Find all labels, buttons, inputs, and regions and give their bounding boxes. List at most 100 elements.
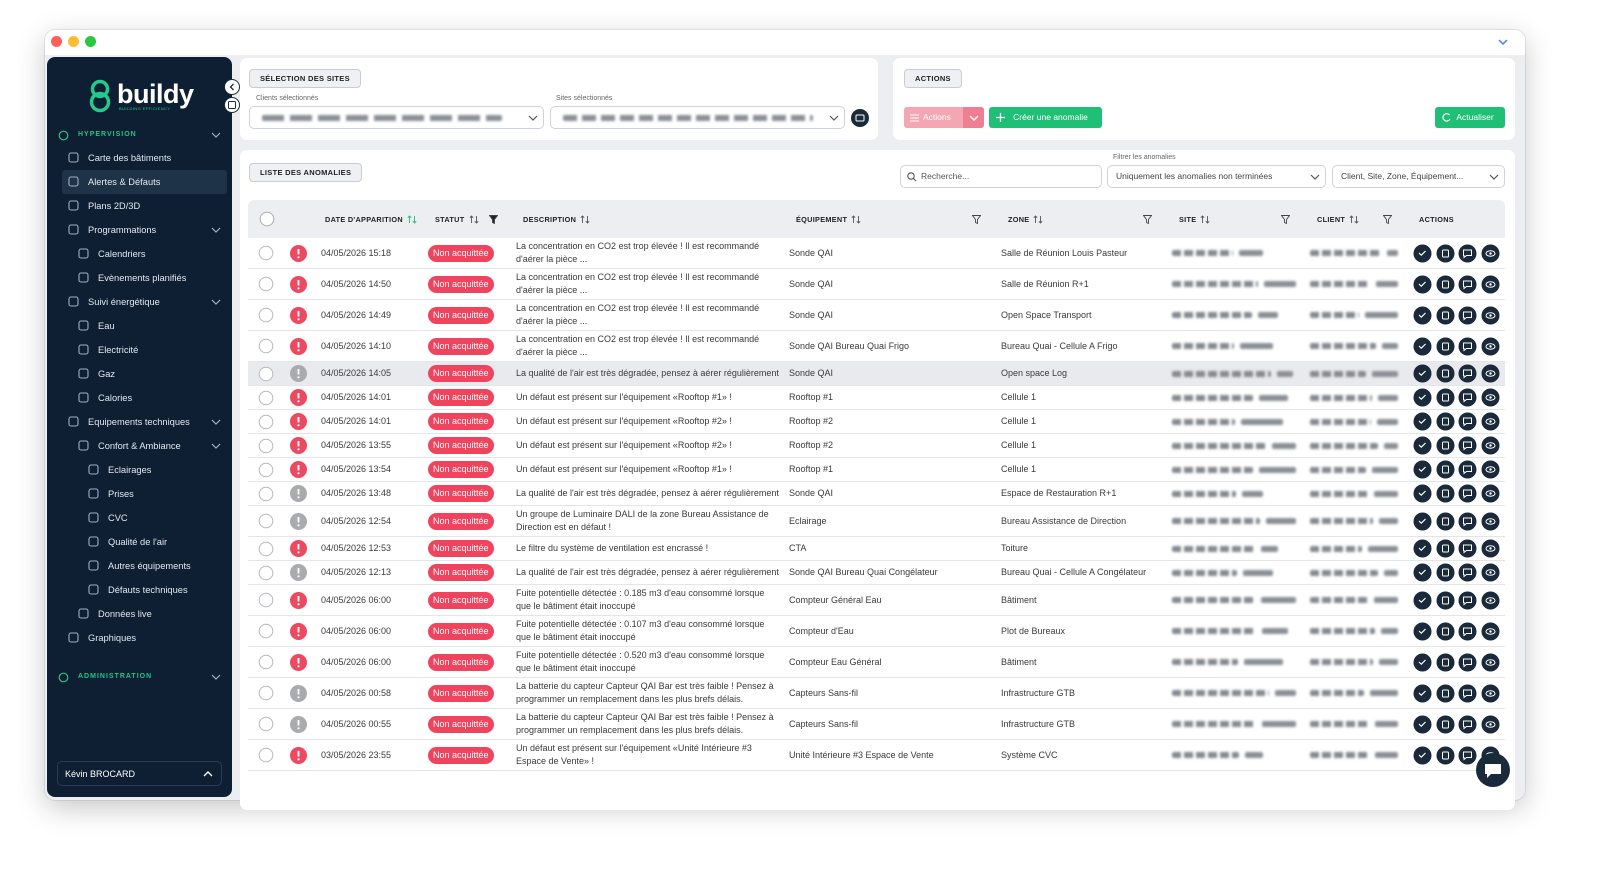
checkbox[interactable] [258, 654, 274, 670]
table-row[interactable]: 04/05/2026 06:00 Non acquittée Fuite poten… [248, 647, 1505, 678]
filter-icon[interactable] [1383, 215, 1392, 224]
view-button[interactable] [1481, 591, 1500, 610]
table-row[interactable]: 04/05/2026 14:49 Non acquittée La concentr… [248, 300, 1505, 331]
table-row[interactable]: 04/05/2026 06:00 Non acquittée Fuite poten… [248, 616, 1505, 647]
scope-select[interactable]: Client, Site, Zone, Équipement... [1332, 165, 1505, 188]
nav-section[interactable]: HYPERVISION [47, 124, 232, 146]
comment-button[interactable] [1458, 244, 1477, 263]
view-button[interactable] [1481, 684, 1500, 703]
checkbox[interactable] [258, 276, 274, 292]
sort-icon[interactable] [1200, 214, 1210, 224]
comment-button[interactable] [1458, 746, 1477, 765]
acknowledge-button[interactable] [1413, 484, 1432, 503]
table-row[interactable]: 04/05/2026 12:54 Non acquittée Un groupe d… [248, 506, 1505, 537]
clear-button[interactable] [850, 108, 870, 128]
nav-item[interactable]: Carte des bâtiments [47, 146, 232, 170]
acknowledge-button[interactable] [1413, 436, 1432, 455]
nav-section[interactable]: ADMINISTRATION [47, 666, 232, 688]
sort-icon[interactable] [580, 214, 590, 224]
delete-button[interactable] [1436, 460, 1455, 479]
comment-button[interactable] [1458, 622, 1477, 641]
comment-button[interactable] [1458, 715, 1477, 734]
comment-button[interactable] [1458, 563, 1477, 582]
nav-item[interactable]: Graphiques [47, 626, 232, 650]
checkbox[interactable] [258, 716, 274, 732]
table-row[interactable]: 04/05/2026 14:01 Non acquittée Un défaut e… [248, 410, 1505, 434]
comment-button[interactable] [1458, 388, 1477, 407]
search-input[interactable]: Recherche... [900, 165, 1102, 188]
table-row[interactable]: 04/05/2026 12:13 Non acquittée La qualité … [248, 561, 1505, 585]
view-button[interactable] [1481, 484, 1500, 503]
refresh-button[interactable]: Actualiser [1435, 107, 1505, 128]
window-menu[interactable] [1497, 37, 1509, 47]
delete-button[interactable] [1436, 337, 1455, 356]
table-row[interactable]: 04/05/2026 12:53 Non acquittée Le filtre d… [248, 537, 1505, 561]
view-button[interactable] [1481, 460, 1500, 479]
acknowledge-button[interactable] [1413, 715, 1432, 734]
user-menu[interactable]: Kévin BROCARD [57, 761, 222, 786]
comment-button[interactable] [1458, 591, 1477, 610]
view-button[interactable] [1481, 244, 1500, 263]
view-button[interactable] [1481, 364, 1500, 383]
comment-button[interactable] [1458, 539, 1477, 558]
comment-button[interactable] [1458, 306, 1477, 325]
zoom-button[interactable] [85, 36, 96, 47]
nav-item[interactable]: Défauts techniques [47, 578, 232, 602]
checkbox[interactable] [258, 390, 274, 406]
nav-item[interactable]: Eau [47, 314, 232, 338]
delete-button[interactable] [1436, 653, 1455, 672]
table-row[interactable]: 04/05/2026 15:18 Non acquittée La concentr… [248, 238, 1505, 269]
sort-icon[interactable] [468, 214, 479, 224]
table-row[interactable]: 04/05/2026 00:58 Non acquittée La batterie… [248, 678, 1505, 709]
clients-select[interactable] [249, 106, 544, 129]
view-button[interactable] [1481, 622, 1500, 641]
checkbox[interactable] [258, 486, 274, 502]
acknowledge-button[interactable] [1413, 653, 1432, 672]
nav-item[interactable]: Confort & Ambiance [47, 434, 232, 458]
acknowledge-button[interactable] [1413, 412, 1432, 431]
comment-button[interactable] [1458, 512, 1477, 531]
nav-item[interactable]: Eclairages [47, 458, 232, 482]
sites-select[interactable] [550, 106, 845, 129]
delete-button[interactable] [1436, 512, 1455, 531]
view-button[interactable] [1481, 306, 1500, 325]
view-button[interactable] [1481, 715, 1500, 734]
view-button[interactable] [1481, 436, 1500, 455]
delete-button[interactable] [1436, 484, 1455, 503]
nav-item[interactable]: Prises [47, 482, 232, 506]
dropdown-toggle[interactable] [963, 107, 984, 128]
view-button[interactable] [1481, 512, 1500, 531]
view-button[interactable] [1481, 563, 1500, 582]
filter-icon[interactable] [488, 214, 498, 224]
nav-item[interactable]: Programmations [47, 218, 232, 242]
table-row[interactable]: 04/05/2026 06:00 Non acquittée Fuite poten… [248, 585, 1505, 616]
checkbox[interactable] [258, 513, 274, 529]
nav-item[interactable]: Autres équipements [47, 554, 232, 578]
delete-button[interactable] [1436, 715, 1455, 734]
comment-button[interactable] [1458, 337, 1477, 356]
delete-button[interactable] [1436, 563, 1455, 582]
comment-button[interactable] [1458, 484, 1477, 503]
view-button[interactable] [1481, 653, 1500, 672]
filter-icon[interactable] [1281, 215, 1290, 224]
delete-button[interactable] [1436, 539, 1455, 558]
comment-button[interactable] [1458, 653, 1477, 672]
table-row[interactable]: 04/05/2026 14:05 Non acquittée La qualité … [248, 362, 1505, 386]
nav-item[interactable]: Calendriers [47, 242, 232, 266]
delete-button[interactable] [1436, 364, 1455, 383]
acknowledge-button[interactable] [1413, 684, 1432, 703]
acknowledge-button[interactable] [1413, 275, 1432, 294]
delete-button[interactable] [1436, 436, 1455, 455]
acknowledge-button[interactable] [1413, 746, 1432, 765]
checkbox[interactable] [258, 438, 274, 454]
comment-button[interactable] [1458, 460, 1477, 479]
filter-select[interactable]: Uniquement les anomalies non terminées [1107, 165, 1326, 188]
delete-button[interactable] [1436, 388, 1455, 407]
table-row[interactable]: 04/05/2026 14:50 Non acquittée La concentr… [248, 269, 1505, 300]
nav-item[interactable]: CVC [47, 506, 232, 530]
acknowledge-button[interactable] [1413, 460, 1432, 479]
nav-item[interactable]: Alertes & Défauts [62, 170, 227, 194]
delete-button[interactable] [1436, 684, 1455, 703]
table-row[interactable]: 04/05/2026 13:54 Non acquittée Un défaut e… [248, 458, 1505, 482]
checkbox[interactable] [258, 541, 274, 557]
